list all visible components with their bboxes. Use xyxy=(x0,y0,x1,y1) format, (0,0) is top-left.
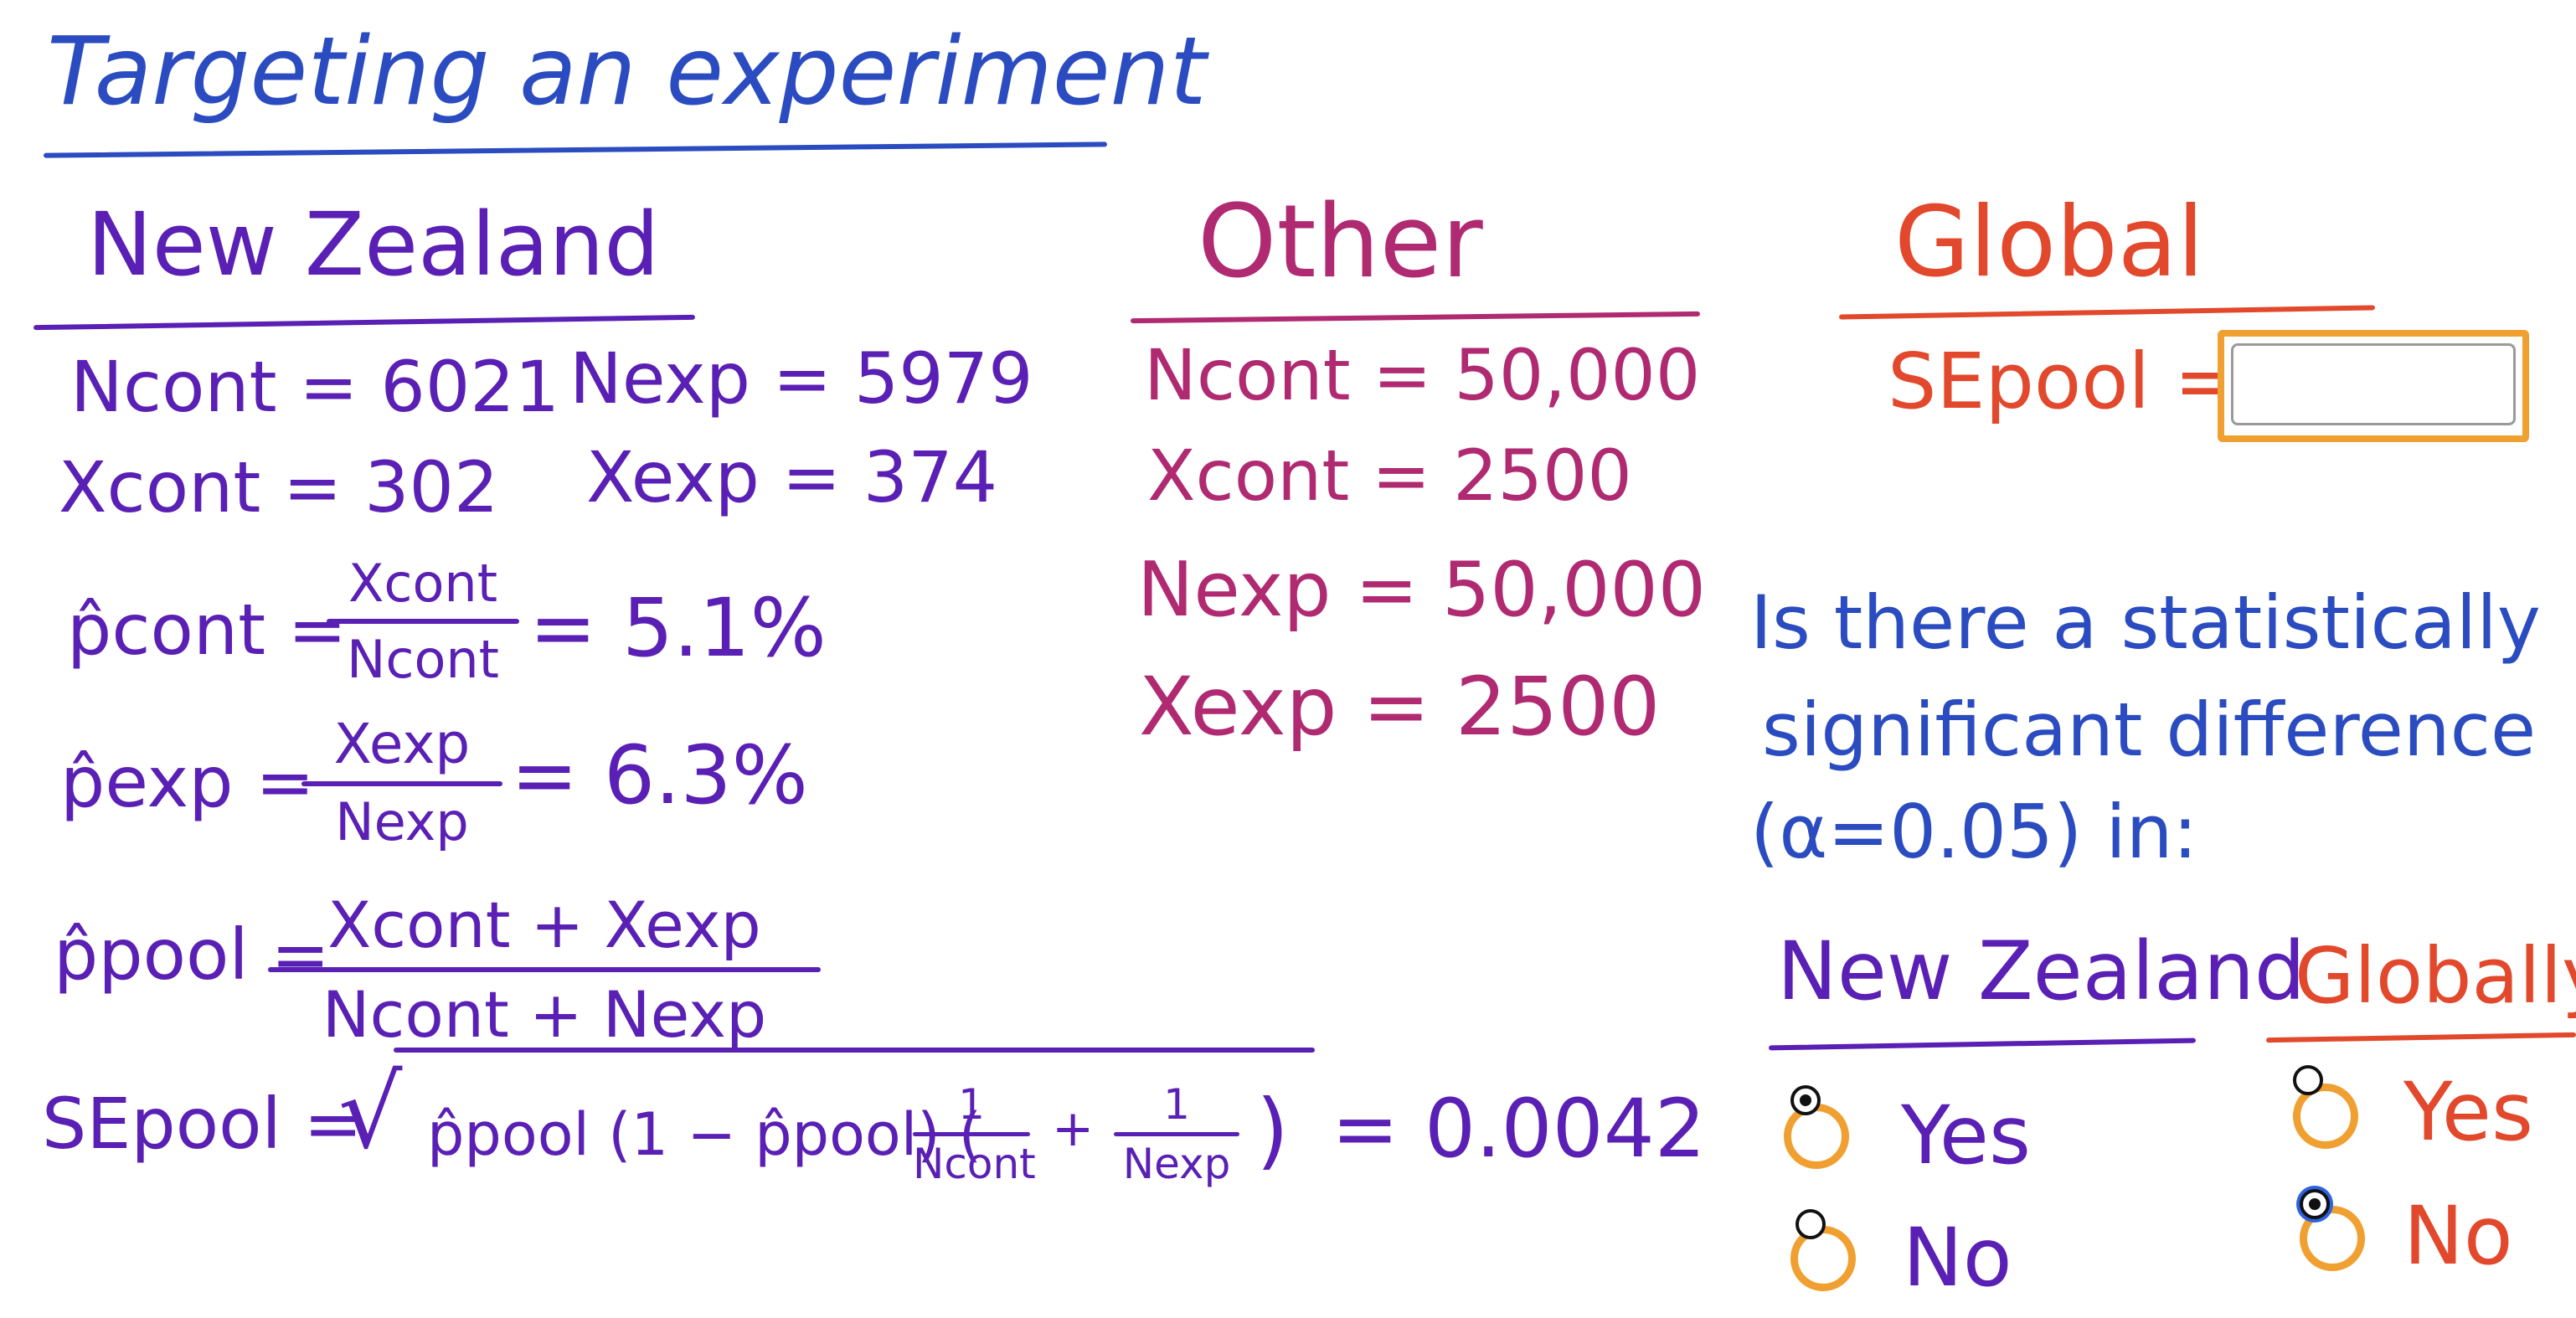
global-heading: Global xyxy=(1894,186,2205,299)
nz-se-pool-close-paren: ) xyxy=(1256,1081,1290,1179)
nz-se-pool-frac-exp-den: Nexp xyxy=(1122,1140,1231,1188)
nz-no-label: No xyxy=(1903,1211,2012,1305)
nz-p-cont-numerator: Xcont xyxy=(348,553,498,614)
nz-p-cont-fraction: Xcont Ncont xyxy=(327,553,519,690)
global-yes-label: Yes xyxy=(2403,1065,2533,1159)
nz-p-pool-denominator: Ncont + Nexp xyxy=(322,977,767,1052)
nz-no-radio[interactable] xyxy=(1795,1209,1826,1239)
global-se-pool-label: SEpool = xyxy=(1888,337,2239,426)
nz-p-exp-denominator: Nexp xyxy=(335,791,469,852)
options-nz-underline xyxy=(1768,1037,2197,1051)
global-no-label: No xyxy=(2403,1189,2513,1283)
other-n-cont: Ncont = 50,000 xyxy=(1144,334,1701,416)
nz-p-exp-numerator: Xexp xyxy=(333,712,471,776)
nz-yes-label: Yes xyxy=(1901,1089,2031,1182)
other-x-cont: Xcont = 2500 xyxy=(1147,435,1632,517)
options-nz-heading: New Zealand xyxy=(1777,924,2306,1018)
nz-se-pool-result: = 0.0042 xyxy=(1332,1082,1706,1176)
nz-heading: New Zealand xyxy=(87,193,660,296)
nz-se-pool-sqrt-bar xyxy=(394,1048,1315,1053)
nz-se-pool-sqrt-sign: √ xyxy=(338,1055,403,1171)
nz-x-exp: Xexp = 374 xyxy=(586,436,998,518)
nz-se-pool-frac-exp: 1 Nexp xyxy=(1114,1080,1239,1188)
nz-se-pool-plus: + xyxy=(1052,1099,1095,1158)
global-no-ring xyxy=(2300,1206,2365,1271)
options-global-heading: Globally xyxy=(2295,931,2576,1021)
nz-p-exp-result: = 6.3% xyxy=(511,729,808,822)
nz-p-cont-denominator: Ncont xyxy=(346,629,499,690)
nz-p-pool-label: p̂pool = xyxy=(54,914,330,996)
nz-heading-underline xyxy=(33,314,695,331)
nz-p-exp-label: p̂exp = xyxy=(60,741,315,823)
other-x-exp: Xexp = 2500 xyxy=(1139,660,1661,754)
nz-p-cont-label: p̂cont = xyxy=(67,589,348,671)
nz-p-cont-result: = 5.1% xyxy=(529,581,827,675)
global-yes-radio[interactable] xyxy=(2293,1065,2323,1095)
nz-n-exp: Nexp = 5979 xyxy=(569,337,1033,420)
nz-se-pool-frac-cont: 1 Ncont xyxy=(913,1080,1036,1188)
nz-se-pool-expression: p̂pool (1 − p̂pool) ( xyxy=(427,1100,982,1169)
nz-p-pool-fraction: Xcont + Xexp Ncont + Nexp xyxy=(268,888,821,1052)
global-no-radio[interactable] xyxy=(2300,1189,2330,1219)
nz-se-pool-frac-cont-den: Ncont xyxy=(913,1140,1036,1188)
question-line-3: (α=0.05) in: xyxy=(1750,789,2198,875)
nz-p-exp-fraction: Xexp Nexp xyxy=(301,712,502,852)
nz-se-pool-label: SEpool = xyxy=(42,1083,363,1165)
question-line-2: significant difference xyxy=(1762,687,2537,773)
question-line-1: Is there a statistically xyxy=(1750,579,2541,666)
nz-yes-radio[interactable] xyxy=(1790,1085,1821,1115)
nz-x-cont: Xcont = 302 xyxy=(59,446,499,528)
nz-p-pool-numerator: Xcont + Xexp xyxy=(327,888,761,962)
other-n-exp: Nexp = 50,000 xyxy=(1137,546,1707,634)
other-heading-underline xyxy=(1130,311,1701,324)
options-global-underline xyxy=(2265,1032,2576,1043)
global-yes-ring xyxy=(2293,1084,2358,1149)
page-title: Targeting an experiment xyxy=(47,18,1207,126)
global-se-pool-input[interactable] xyxy=(2231,343,2516,425)
nz-yes-ring xyxy=(1784,1104,1849,1169)
nz-se-pool-frac-exp-num: 1 xyxy=(1163,1080,1190,1129)
nz-se-pool-frac-cont-num: 1 xyxy=(958,1080,985,1129)
global-se-pool-answer-frame xyxy=(2218,330,2529,442)
title-underline xyxy=(44,142,1107,158)
nz-n-cont: Ncont = 6021 xyxy=(70,346,560,428)
other-heading: Other xyxy=(1198,184,1483,301)
global-heading-underline xyxy=(1838,305,2376,320)
